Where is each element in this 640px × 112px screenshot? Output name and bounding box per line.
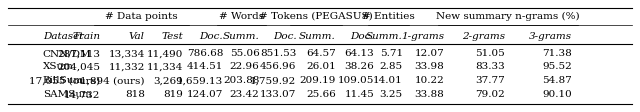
Text: 414.51: 414.51: [187, 62, 223, 71]
Text: Train: Train: [72, 32, 100, 41]
Text: 109.05: 109.05: [338, 76, 374, 85]
Text: 11,334: 11,334: [147, 62, 183, 71]
Text: 204,045: 204,045: [57, 62, 100, 71]
Text: 17,055 (ours): 17,055 (ours): [29, 76, 100, 85]
Text: 13,334: 13,334: [108, 49, 145, 58]
Text: 5.71: 5.71: [380, 49, 403, 58]
Text: 203.88: 203.88: [223, 76, 259, 85]
Text: 209.19: 209.19: [300, 76, 336, 85]
Text: 11,332: 11,332: [108, 62, 145, 71]
Text: 64.57: 64.57: [306, 49, 336, 58]
Text: 11,490: 11,490: [147, 49, 183, 58]
Text: 124.07: 124.07: [187, 90, 223, 99]
Text: BillSum: BillSum: [43, 76, 84, 85]
Text: 818: 818: [125, 90, 145, 99]
Text: # Data points: # Data points: [105, 12, 178, 21]
Text: # Words: # Words: [219, 12, 264, 21]
Text: 11.45: 11.45: [344, 90, 374, 99]
Text: 2.85: 2.85: [380, 62, 403, 71]
Text: Summ.: Summ.: [366, 32, 403, 41]
Text: 1,894 (ours): 1,894 (ours): [80, 76, 145, 85]
Text: 33.88: 33.88: [415, 90, 444, 99]
Text: 1,759.92: 1,759.92: [250, 76, 296, 85]
Text: 851.53: 851.53: [260, 49, 296, 58]
Text: 1-grams: 1-grams: [401, 32, 444, 41]
Text: CNN/DM: CNN/DM: [43, 49, 92, 58]
Text: 14,732: 14,732: [64, 90, 100, 99]
Text: 22.96: 22.96: [230, 62, 259, 71]
Text: Doc.: Doc.: [273, 32, 296, 41]
Text: 38.26: 38.26: [344, 62, 374, 71]
Text: 3-grams: 3-grams: [529, 32, 572, 41]
Text: New summary n-grams (%): New summary n-grams (%): [436, 12, 580, 21]
Text: 3,269: 3,269: [153, 76, 183, 85]
Text: 54.87: 54.87: [542, 76, 572, 85]
Text: Doc.: Doc.: [351, 32, 374, 41]
Text: 23.42: 23.42: [230, 90, 259, 99]
Text: 456.96: 456.96: [260, 62, 296, 71]
Text: Test: Test: [161, 32, 183, 41]
Text: 3.25: 3.25: [380, 90, 403, 99]
Text: 10.22: 10.22: [415, 76, 444, 85]
Text: 83.33: 83.33: [475, 62, 505, 71]
Text: # Tokens (PEGASUS): # Tokens (PEGASUS): [259, 12, 373, 21]
Text: 12.07: 12.07: [415, 49, 444, 58]
Text: 14.01: 14.01: [373, 76, 403, 85]
Text: Doc.: Doc.: [200, 32, 223, 41]
Text: 786.68: 786.68: [187, 49, 223, 58]
Text: 90.10: 90.10: [542, 90, 572, 99]
Text: 33.98: 33.98: [415, 62, 444, 71]
Text: Dataset: Dataset: [43, 32, 83, 41]
Text: 2-grams: 2-grams: [461, 32, 505, 41]
Text: 1,659.13: 1,659.13: [177, 76, 223, 85]
Text: 51.05: 51.05: [475, 49, 505, 58]
Text: 79.02: 79.02: [475, 90, 505, 99]
Text: 25.66: 25.66: [306, 90, 336, 99]
Text: 819: 819: [163, 90, 183, 99]
Text: Summ.: Summ.: [223, 32, 259, 41]
Text: SAMSum: SAMSum: [43, 90, 92, 99]
Text: 37.77: 37.77: [475, 76, 505, 85]
Text: 64.13: 64.13: [344, 49, 374, 58]
Text: 71.38: 71.38: [542, 49, 572, 58]
Text: 26.01: 26.01: [306, 62, 336, 71]
Text: 287,113: 287,113: [57, 49, 100, 58]
Text: XSum: XSum: [43, 62, 74, 71]
Text: Summ.: Summ.: [299, 32, 336, 41]
Text: 95.52: 95.52: [542, 62, 572, 71]
Text: Val: Val: [129, 32, 145, 41]
Text: # Entities: # Entities: [362, 12, 415, 21]
Text: 133.07: 133.07: [260, 90, 296, 99]
Text: 55.06: 55.06: [230, 49, 259, 58]
